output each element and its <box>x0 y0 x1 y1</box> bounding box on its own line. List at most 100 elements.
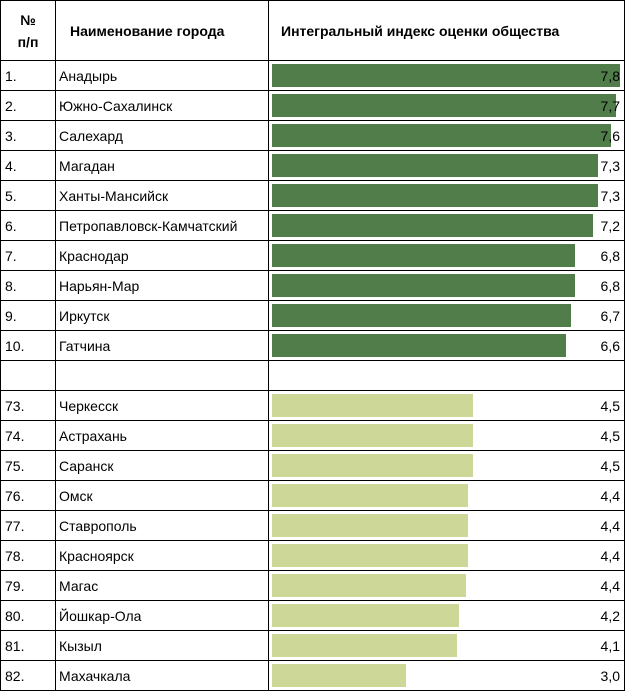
index-bar <box>272 424 473 447</box>
table-row: 2. Южно-Сахалинск 7,7 <box>0 90 625 120</box>
index-value-label: 6,8 <box>600 247 620 264</box>
rank-cell: 2. <box>0 90 55 120</box>
rank-cell: 8. <box>0 270 55 300</box>
index-cell: 3,0 <box>268 660 625 690</box>
index-value-label: 3,0 <box>600 667 620 684</box>
index-bar <box>272 304 571 327</box>
separator-row <box>0 360 625 390</box>
index-value-label: 6,7 <box>600 307 620 324</box>
table-row: 5. Ханты-Мансийск 7,3 <box>0 180 625 210</box>
index-cell: 4,4 <box>268 540 625 570</box>
city-cell: Южно-Сахалинск <box>55 90 268 120</box>
city-cell: Магас <box>55 570 268 600</box>
index-value-label: 4,5 <box>600 427 620 444</box>
index-bar <box>272 154 598 177</box>
header-city: Наименование города <box>55 0 268 60</box>
index-bar <box>272 484 468 507</box>
index-value-label: 4,2 <box>600 607 620 624</box>
rank-cell: 1. <box>0 60 55 90</box>
index-bar <box>272 184 598 207</box>
separator-cell <box>268 360 625 390</box>
index-value-label: 7,7 <box>600 97 620 114</box>
rank-cell: 74. <box>0 420 55 450</box>
table-row: 81. Кызыл 4,1 <box>0 630 625 660</box>
index-bar <box>272 334 566 357</box>
city-cell: Махачкала <box>55 660 268 690</box>
rank-cell: 10. <box>0 330 55 360</box>
table-row: 82. Махачкала 3,0 <box>0 660 625 690</box>
index-cell: 7,3 <box>268 150 625 180</box>
index-value-label: 4,4 <box>600 547 620 564</box>
index-cell: 4,5 <box>268 420 625 450</box>
index-bar <box>272 394 473 417</box>
rank-cell: 3. <box>0 120 55 150</box>
index-cell: 7,6 <box>268 120 625 150</box>
index-value-label: 4,5 <box>600 397 620 414</box>
city-cell: Иркутск <box>55 300 268 330</box>
city-cell: Черкесск <box>55 390 268 420</box>
index-value-label: 4,4 <box>600 577 620 594</box>
rank-cell: 82. <box>0 660 55 690</box>
index-value-label: 4,4 <box>600 487 620 504</box>
table-row: 78. Красноярск 4,4 <box>0 540 625 570</box>
header-number: № п/п <box>0 0 55 60</box>
index-cell: 6,8 <box>268 240 625 270</box>
rank-cell: 76. <box>0 480 55 510</box>
index-value-label: 7,2 <box>600 217 620 234</box>
index-bar <box>272 274 575 297</box>
header-index: Интегральный индекс оценки общества <box>268 0 625 60</box>
index-cell: 4,4 <box>268 480 625 510</box>
table-row: 77. Ставрополь 4,4 <box>0 510 625 540</box>
index-cell: 4,5 <box>268 390 625 420</box>
separator-cell <box>0 360 55 390</box>
table-row: 4. Магадан 7,3 <box>0 150 625 180</box>
index-value-label: 7,3 <box>600 187 620 204</box>
index-bar <box>272 514 468 537</box>
header-number-symbol: № <box>20 11 36 28</box>
city-cell: Красноярск <box>55 540 268 570</box>
city-cell: Петропавловск-Камчатский <box>55 210 268 240</box>
city-cell: Омск <box>55 480 268 510</box>
city-cell: Магадан <box>55 150 268 180</box>
index-bar <box>272 94 616 117</box>
table-row: 76. Омск 4,4 <box>0 480 625 510</box>
rank-cell: 80. <box>0 600 55 630</box>
header-row: № п/п Наименование города Интегральный и… <box>0 0 625 60</box>
city-cell: Салехард <box>55 120 268 150</box>
index-bar <box>272 604 459 627</box>
index-cell: 6,8 <box>268 270 625 300</box>
index-cell: 4,1 <box>268 630 625 660</box>
index-cell: 7,3 <box>268 180 625 210</box>
table-row: 9. Иркутск 6,7 <box>0 300 625 330</box>
city-cell: Ханты-Мансийск <box>55 180 268 210</box>
rank-cell: 77. <box>0 510 55 540</box>
table-row: 6. Петропавловск-Камчатский 7,2 <box>0 210 625 240</box>
rank-cell: 78. <box>0 540 55 570</box>
rank-cell: 79. <box>0 570 55 600</box>
index-cell: 7,8 <box>268 60 625 90</box>
index-cell: 4,2 <box>268 600 625 630</box>
table-row: 73. Черкесск 4,5 <box>0 390 625 420</box>
rank-cell: 7. <box>0 240 55 270</box>
index-value-label: 4,4 <box>600 517 620 534</box>
city-cell: Саранск <box>55 450 268 480</box>
index-cell: 6,6 <box>268 330 625 360</box>
index-bar <box>272 124 611 147</box>
index-bar <box>272 544 468 567</box>
table-row: 74. Астрахань 4,5 <box>0 420 625 450</box>
city-cell: Кызыл <box>55 630 268 660</box>
city-cell: Анадырь <box>55 60 268 90</box>
rank-cell: 75. <box>0 450 55 480</box>
index-cell: 4,5 <box>268 450 625 480</box>
index-value-label: 4,5 <box>600 457 620 474</box>
table-row: 1. Анадырь 7,8 <box>0 60 625 90</box>
header-number-abbr: п/п <box>17 33 39 50</box>
table-row: 8. Нарьян-Мар 6,8 <box>0 270 625 300</box>
index-bar <box>272 454 473 477</box>
table-row: 80. Йошкар-Ола 4,2 <box>0 600 625 630</box>
index-value-label: 4,1 <box>600 637 620 654</box>
city-cell: Йошкар-Ола <box>55 600 268 630</box>
index-cell: 4,4 <box>268 510 625 540</box>
rank-cell: 81. <box>0 630 55 660</box>
index-bar <box>272 214 593 237</box>
